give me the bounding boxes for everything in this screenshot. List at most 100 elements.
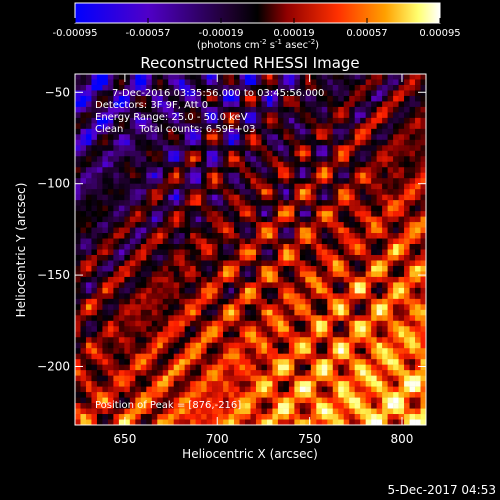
heatmap-cell: [245, 320, 251, 327]
heatmap-cell: [212, 200, 218, 206]
heatmap-cell: [195, 101, 202, 108]
heatmap-cell: [85, 342, 92, 349]
heatmap-cell: [393, 287, 399, 294]
heatmap-cell: [96, 386, 103, 393]
heatmap-cell: [332, 249, 339, 256]
heatmap-cell: [261, 370, 268, 376]
heatmap-cell: [124, 244, 131, 250]
heatmap-cell: [135, 254, 142, 261]
heatmap-cell: [376, 320, 383, 327]
heatmap-cell: [201, 101, 207, 108]
heatmap-cell: [266, 150, 273, 157]
heatmap-cell: [179, 79, 185, 86]
heatmap-cell: [420, 403, 427, 409]
heatmap-cell: [343, 348, 350, 354]
heatmap-cell: [96, 233, 103, 239]
heatmap-cell: [250, 90, 257, 97]
heatmap-cell: [398, 403, 405, 409]
heatmap-cell: [332, 265, 339, 272]
heatmap-cell: [420, 370, 427, 376]
heatmap-cell: [255, 84, 262, 91]
heatmap-cell: [162, 342, 169, 349]
heatmap-cell: [157, 381, 164, 387]
heatmap-cell: [371, 414, 377, 420]
heatmap-cell: [360, 167, 366, 174]
heatmap-cell: [146, 178, 153, 184]
heatmap-cell: [146, 227, 153, 234]
heatmap-cell: [118, 276, 125, 283]
heatmap-cell: [272, 123, 279, 130]
heatmap-cell: [96, 227, 103, 234]
heatmap-cell: [294, 265, 301, 272]
heatmap-cell: [272, 249, 279, 256]
heatmap-cell: [283, 79, 290, 86]
heatmap-cell: [140, 254, 147, 261]
heatmap-cell: [173, 117, 180, 124]
heatmap-cell: [261, 106, 268, 113]
heatmap-cell: [316, 419, 323, 426]
heatmap-cell: [118, 189, 125, 195]
heatmap-cell: [146, 106, 153, 113]
heatmap-cell: [420, 233, 427, 239]
heatmap-cell: [343, 375, 350, 382]
heatmap-cell: [162, 134, 169, 141]
heatmap-cell: [118, 342, 125, 349]
heatmap-cell: [415, 150, 421, 157]
heatmap-cell: [190, 95, 196, 102]
heatmap-cell: [393, 419, 399, 426]
heatmap-cell: [332, 112, 339, 119]
heatmap-cell: [338, 95, 345, 102]
heatmap-cell: [305, 359, 312, 365]
heatmap-cell: [124, 260, 131, 267]
heatmap-cell: [255, 397, 262, 404]
heatmap-cell: [151, 298, 158, 305]
heatmap-cell: [206, 90, 213, 97]
heatmap-cell: [250, 408, 257, 415]
heatmap-cell: [255, 211, 262, 217]
heatmap-cell: [212, 244, 218, 250]
heatmap-cell: [151, 106, 158, 113]
heatmap-cell: [288, 233, 295, 239]
heatmap-cell: [107, 90, 114, 97]
heatmap-cell: [261, 233, 268, 239]
heatmap-cell: [349, 150, 355, 157]
heatmap-cell: [228, 211, 235, 217]
heatmap-cell: [75, 222, 81, 228]
heatmap-cell: [80, 276, 87, 283]
heatmap-cell: [217, 326, 224, 333]
heatmap-cell: [107, 227, 114, 234]
heatmap-cell: [80, 101, 87, 108]
heatmap-cell: [245, 106, 251, 113]
heatmap-cell: [245, 381, 251, 387]
heatmap-cell: [354, 90, 361, 97]
heatmap-cell: [157, 216, 164, 223]
heatmap-cell: [107, 337, 114, 344]
heatmap-cell: [420, 386, 427, 393]
heatmap-cell: [382, 189, 388, 195]
heatmap-cell: [376, 244, 383, 250]
heatmap-cell: [321, 227, 328, 234]
heatmap-cell: [404, 101, 410, 108]
heatmap-cell: [272, 403, 279, 409]
heatmap-cell: [360, 403, 366, 409]
heatmap-cell: [360, 183, 366, 190]
heatmap-cell: [393, 74, 399, 80]
colorbar-tick-label: -0.00095: [53, 28, 98, 39]
heatmap-cell: [245, 419, 251, 426]
heatmap-cell: [261, 304, 268, 311]
heatmap-cell: [184, 265, 191, 272]
heatmap-cell: [140, 172, 147, 179]
heatmap-cell: [305, 123, 312, 130]
heatmap-cell: [217, 342, 224, 349]
heatmap-cell: [228, 233, 235, 239]
heatmap-cell: [135, 216, 142, 223]
heatmap-cell: [201, 353, 207, 360]
heatmap-cell: [168, 244, 175, 250]
heatmap-cell: [299, 150, 306, 157]
heatmap-cell: [173, 315, 180, 322]
heatmap-cell: [365, 287, 372, 294]
heatmap-cell: [190, 375, 196, 382]
heatmap-cell: [140, 233, 147, 239]
heatmap-cell: [113, 419, 120, 426]
heatmap-cell: [250, 271, 257, 278]
